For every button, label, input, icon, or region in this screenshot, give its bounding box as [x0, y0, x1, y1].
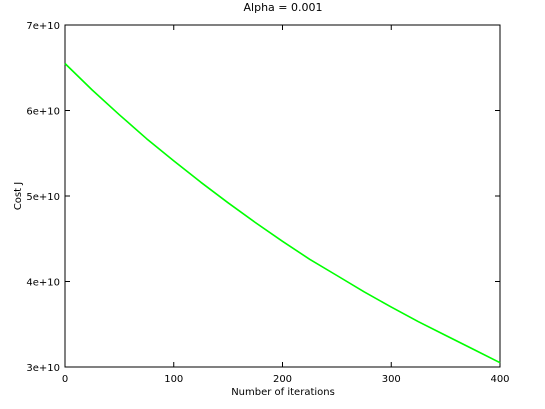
- x-tick-label: 200: [273, 374, 292, 385]
- y-tick-label: 4e+10: [26, 278, 60, 289]
- x-tick-label: 300: [382, 374, 401, 385]
- y-axis-label: Cost J: [13, 182, 24, 210]
- y-tick-label: 7e+10: [26, 21, 60, 32]
- y-tick-label: 3e+10: [26, 363, 60, 374]
- y-tick-label: 6e+10: [26, 107, 60, 118]
- series: [64, 62, 501, 364]
- x-tick-label: 100: [164, 374, 183, 385]
- plot-frame: [64, 24, 501, 368]
- series-line: [64, 62, 501, 364]
- y-tick-label: 5e+10: [26, 192, 60, 203]
- x-axis-label: Number of iterations: [231, 387, 335, 398]
- chart-title: Alpha = 0.001: [244, 1, 323, 14]
- x-tick-label: 0: [62, 374, 68, 385]
- tick-labels: 0 100 200 300 400 3e+10 4e+10 5e+10 6e+10 7e+10: [26, 21, 509, 385]
- ticks: [64, 24, 501, 368]
- x-tick-label: 400: [490, 374, 509, 385]
